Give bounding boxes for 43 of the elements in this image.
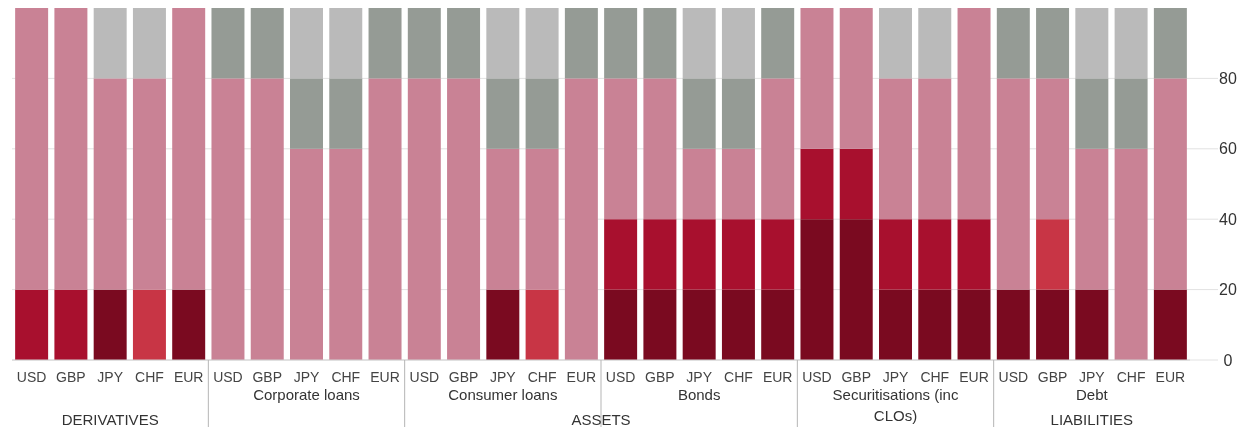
x-tick-label: CHF <box>724 369 753 385</box>
x-tick-label: EUR <box>959 369 989 385</box>
text: ASSETS <box>571 411 631 428</box>
text: Debt <box>1075 386 1109 403</box>
x-tick-label: CHF <box>135 369 164 385</box>
x-tick-label: JPY <box>882 369 909 385</box>
x-tick-label: EUR <box>762 369 793 385</box>
x-tick-label: JPY <box>97 369 124 385</box>
x-tick-label: CHF <box>527 369 557 385</box>
x-tick-label: JPY <box>686 369 713 385</box>
text: Consumer loans <box>448 386 558 403</box>
y-tick-label: 80 <box>1219 70 1237 87</box>
x-tick-label: CHF <box>331 369 361 385</box>
x-tick-label: JPY <box>1078 369 1106 385</box>
x-tick-label: CHF <box>1116 369 1146 385</box>
x-tick-label: GBP <box>645 369 675 385</box>
x-tick-label: CHF <box>920 369 950 385</box>
text: Bonds <box>677 386 721 403</box>
x-tick-label: EUR <box>566 369 597 385</box>
x-tick-label: GBP <box>448 369 479 385</box>
x-tick-label: EUR <box>1155 369 1186 385</box>
x-tick-label: USD <box>409 369 440 385</box>
x-tick-label: JPY <box>489 369 517 385</box>
x-tick-label: GBP <box>841 369 872 385</box>
x-tick-label: USD <box>998 369 1029 385</box>
text: DERIVATIVES <box>61 411 159 428</box>
x-tick-label: USD <box>213 369 243 385</box>
y-tick-label: 20 <box>1219 281 1237 299</box>
x-tick-label: EUR <box>370 369 400 385</box>
x-tick-label: JPY <box>293 369 320 385</box>
y-tick-label: 60 <box>1219 140 1237 158</box>
text: LIABILITIES <box>1050 411 1134 428</box>
x-tick-label: USD <box>16 369 47 385</box>
text: Corporate loans <box>253 386 360 403</box>
y-tick-label: 40 <box>1219 210 1237 228</box>
x-tick-label: GBP <box>56 369 86 385</box>
x-tick-label: GBP <box>1037 369 1068 385</box>
text: Securitisations (inc CLOs) <box>832 386 959 424</box>
x-tick-label: GBP <box>252 369 283 385</box>
y-tick-label: 0 <box>1223 351 1233 369</box>
x-tick-label: USD <box>605 369 636 385</box>
x-tick-label: USD <box>802 369 832 385</box>
x-tick-label: EUR <box>173 369 204 385</box>
